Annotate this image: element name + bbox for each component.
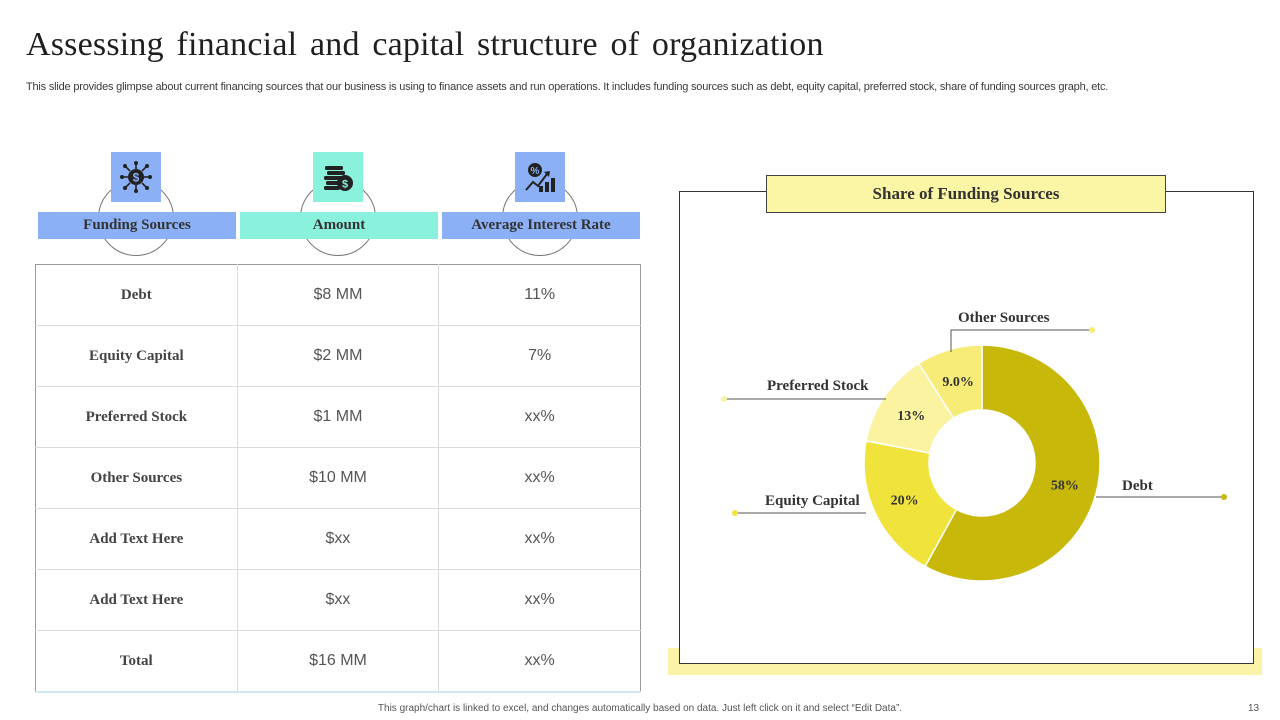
cell-rate: xx% — [438, 447, 641, 509]
callout-label-debt: Debt — [1122, 478, 1153, 494]
table-row: Preferred Stock $1 MM xx% — [35, 386, 641, 448]
table-row: Debt $8 MM 11% — [35, 264, 641, 326]
slide-title: Assessing financial and capital structur… — [26, 26, 824, 63]
cell-source: Total — [35, 630, 238, 693]
table-row: Other Sources $10 MM xx% — [35, 447, 641, 509]
cell-source: Add Text Here — [35, 569, 238, 631]
cell-rate: 11% — [438, 264, 641, 326]
chart-panel — [679, 191, 1254, 664]
coin-stack-icon: $ — [313, 152, 363, 202]
callout-label-other-sources: Other Sources — [958, 310, 1050, 326]
cell-rate: xx% — [438, 569, 641, 631]
slice-debt — [924, 344, 1101, 582]
column-label-amount: Amount — [240, 212, 438, 239]
chart-title: Share of Funding Sources — [766, 175, 1166, 213]
svg-text:%: % — [531, 166, 540, 177]
table-row: Add Text Here $xx xx% — [35, 508, 641, 570]
slide-subtitle: This slide provides glimpse about curren… — [26, 81, 1109, 93]
cell-source: Preferred Stock — [35, 386, 238, 448]
cell-amount: $xx — [236, 569, 440, 631]
table-row: Equity Capital $2 MM 7% — [35, 325, 641, 387]
cell-rate: xx% — [438, 630, 641, 693]
footer-note: This graph/chart is linked to excel, and… — [377, 703, 903, 714]
svg-text:$: $ — [133, 171, 140, 185]
dollar-network-icon: $ — [111, 152, 161, 202]
page-number: 13 — [1248, 703, 1260, 714]
cell-source: Debt — [35, 264, 238, 326]
slice-preferred-stock-value-label: 13% — [897, 409, 925, 424]
slice-debt-value-label: 58% — [1051, 478, 1079, 493]
column-header-interest-rate: % Average Interest Rate — [442, 152, 640, 292]
column-header-amount: $ Amount — [240, 152, 438, 292]
table-row: Add Text Here $xx xx% — [35, 569, 641, 631]
column-label-interest-rate: Average Interest Rate — [442, 212, 640, 239]
slice-equity-capital-value-label: 20% — [891, 493, 919, 508]
callout-label-equity-capital: Equity Capital — [765, 493, 860, 509]
slice-other-sources — [917, 344, 983, 420]
funding-table: Debt $8 MM 11% Equity Capital $2 MM 7% P… — [35, 264, 641, 693]
cell-amount: $8 MM — [236, 264, 440, 326]
column-label-funding-sources: Funding Sources — [38, 212, 236, 239]
cell-source: Equity Capital — [35, 325, 238, 387]
cell-rate: xx% — [438, 386, 641, 448]
column-header-funding-sources: $ Funding Sources — [38, 152, 236, 292]
cell-amount: $xx — [236, 508, 440, 570]
percent-growth-icon: % — [515, 152, 565, 202]
svg-text:$: $ — [342, 179, 348, 191]
cell-amount: $16 MM — [236, 630, 440, 693]
cell-rate: 7% — [438, 325, 641, 387]
table-row-total: Total $16 MM xx% — [35, 630, 641, 693]
slice-other-sources-value-label: 9.0% — [942, 375, 974, 390]
callout-label-preferred-stock: Preferred Stock — [767, 378, 869, 394]
slice-equity-capital — [863, 440, 958, 568]
